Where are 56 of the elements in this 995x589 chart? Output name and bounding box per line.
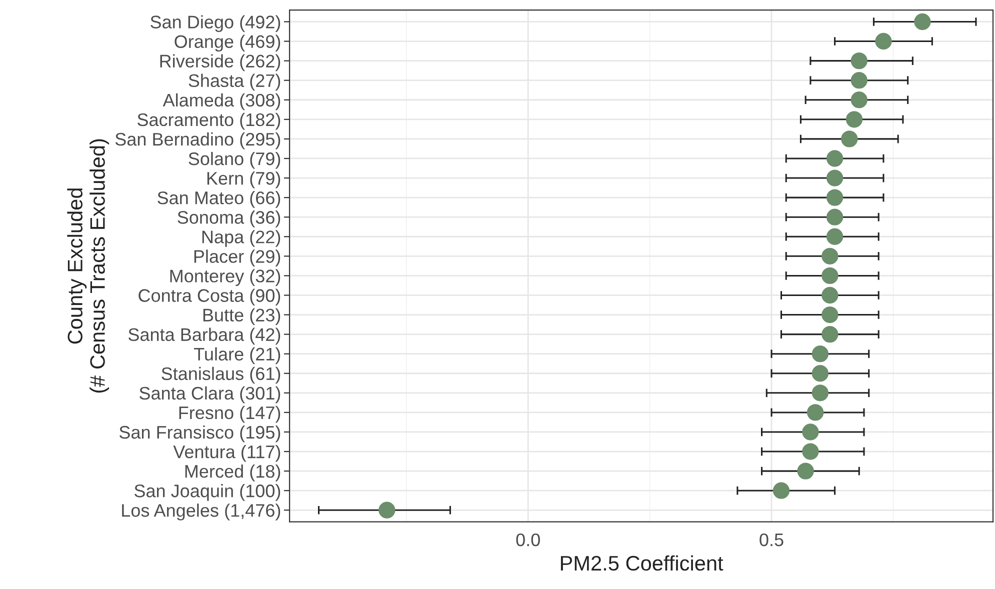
y-tick-label: Butte (23) <box>203 308 280 326</box>
y-tick-label: Placer (29) <box>194 250 280 266</box>
y-tick-label: Merced (18) <box>185 464 280 482</box>
y-tick-label: San Diego (492) <box>150 15 280 32</box>
y-tick-label: San Bernadino (295) <box>115 132 280 150</box>
x-tick-label: 0.5 <box>760 533 784 546</box>
point <box>826 228 844 245</box>
y-tick-label: Monterey (32) <box>170 269 280 286</box>
y-tick-label: San Mateo (66) <box>158 191 280 208</box>
point <box>378 502 396 518</box>
y-tick-label: Sacramento (182) <box>138 112 280 130</box>
point <box>875 32 892 50</box>
point <box>812 346 829 362</box>
y-axis-title: County Excluded (# Census Tracts Excluded) <box>67 139 110 393</box>
point <box>826 208 844 226</box>
point <box>850 52 868 70</box>
point <box>812 384 829 402</box>
point <box>846 111 863 128</box>
point <box>822 248 838 264</box>
y-tick-label: Solano (79) <box>188 152 280 169</box>
point <box>822 306 838 324</box>
y-tick-label: Shasta (27) <box>188 74 280 91</box>
point <box>812 365 829 382</box>
y-tick-label: Tulare (21) <box>194 347 280 364</box>
y-tick-label: Riverside (262) <box>160 54 280 72</box>
point <box>822 286 838 304</box>
y-tick-label: Fresno (147) <box>179 406 280 423</box>
x-tick-label: 0.0 <box>516 533 540 546</box>
y-tick-label: Alameda (308) <box>162 93 280 110</box>
point <box>826 170 844 186</box>
y-tick-label: Los Angeles (1,476) <box>122 504 280 520</box>
y-tick-label: Santa Barbara (42) <box>128 328 280 345</box>
y-tick-label: Sonoma (36) <box>178 210 280 228</box>
point <box>806 404 824 421</box>
point <box>797 462 814 480</box>
x-axis-title: PM2.5 Coefficient <box>560 555 724 571</box>
point <box>822 267 838 284</box>
y-tick-label: Stanislaus (61) <box>162 366 280 384</box>
y-tick-label: Ventura (117) <box>173 444 280 462</box>
point <box>802 424 819 440</box>
y-tick-label: Santa Clara (301) <box>140 386 280 404</box>
y-tick-label: Orange (469) <box>174 34 280 52</box>
point <box>822 326 838 343</box>
point <box>802 443 819 460</box>
point <box>772 482 790 499</box>
point <box>826 189 844 206</box>
y-tick-label: Kern (79) <box>207 171 280 188</box>
point <box>826 150 844 167</box>
point <box>850 72 868 89</box>
y-tick-label: Contra Costa (90) <box>138 288 280 306</box>
y-tick-label: Napa (22) <box>202 230 280 247</box>
point <box>914 13 931 30</box>
point <box>841 130 858 148</box>
y-tick-label: San Joaquin (100) <box>134 484 280 501</box>
y-tick-label: San Fransisco (195) <box>119 425 280 442</box>
point <box>850 92 868 108</box>
